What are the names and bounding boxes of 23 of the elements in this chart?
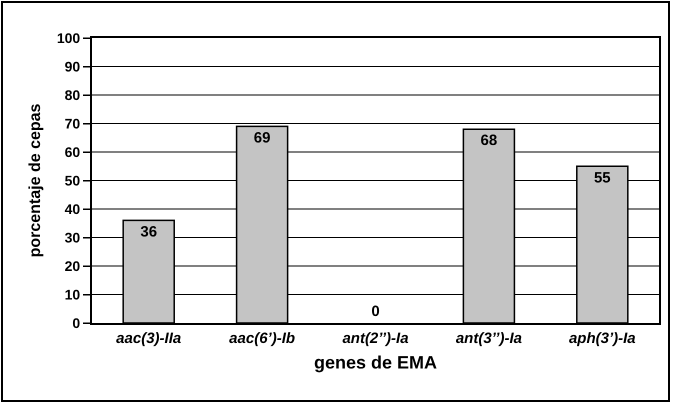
y-tick-label: 90 — [64, 58, 80, 74]
data-label: 0 — [371, 303, 380, 320]
y-tick-label: 40 — [64, 200, 80, 217]
data-label: 36 — [140, 223, 158, 240]
data-label: 55 — [594, 169, 611, 186]
y-tick-label: 10 — [64, 286, 80, 302]
y-tick-label: 0 — [72, 314, 80, 331]
y-tick-label: 50 — [64, 172, 80, 188]
y-tick-label: 70 — [64, 115, 80, 132]
y-tick-label: 100 — [56, 30, 80, 46]
data-label: 69 — [254, 129, 270, 146]
x-axis-title: genes de EMA — [314, 352, 438, 373]
y-axis-title: porcentaje de cepas — [27, 103, 44, 258]
y-tick-label: 20 — [64, 258, 80, 274]
x-tick-label: aac(3)-IIa — [116, 330, 182, 347]
y-tick-label: 30 — [64, 229, 80, 246]
x-tick-label: aac(6’)-Ib — [229, 330, 296, 347]
y-tick-label: 80 — [64, 86, 80, 103]
y-tick-label: 60 — [64, 144, 80, 160]
x-tick-label: aph(3’)-Ia — [568, 330, 636, 347]
x-tick-label: ant(3’’)-Ia — [456, 330, 522, 347]
x-tick-label: ant(2’’)-Ia — [342, 330, 409, 347]
data-label: 68 — [480, 132, 498, 150]
